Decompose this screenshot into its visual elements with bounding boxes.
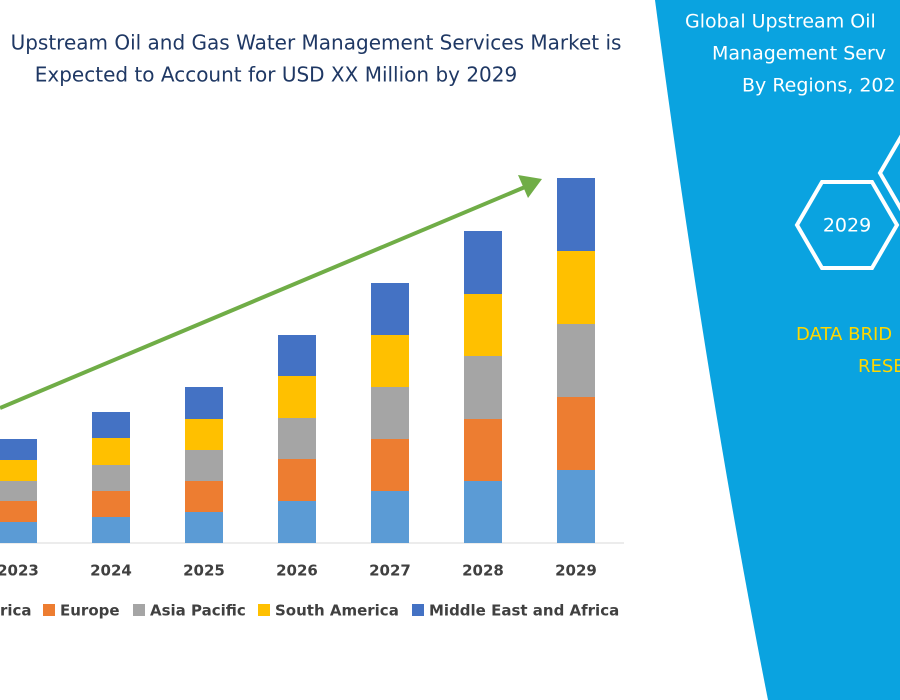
bar-segment bbox=[185, 481, 223, 512]
brand: RESE bbox=[858, 356, 900, 377]
brand: DATA BRID bbox=[796, 324, 892, 345]
legend-label: Middle East and Africa bbox=[429, 602, 619, 620]
panel-title: Management Serv bbox=[712, 43, 886, 65]
legend-swatch bbox=[258, 604, 270, 616]
bar-segment bbox=[92, 412, 130, 438]
bar-segment bbox=[371, 491, 409, 543]
legend-swatch bbox=[412, 604, 424, 616]
bar-segment bbox=[371, 283, 409, 335]
bar-segment bbox=[0, 481, 37, 501]
bar-segment bbox=[0, 460, 37, 481]
trend-arrow bbox=[0, 185, 526, 410]
bar-segment bbox=[185, 387, 223, 419]
chart-title: Expected to Account for USD XX Million b… bbox=[35, 63, 517, 87]
x-tick-label: 2029 bbox=[555, 562, 597, 580]
x-tick-label: 2024 bbox=[90, 562, 132, 580]
bar-segment bbox=[278, 501, 316, 543]
x-tick-label: 2025 bbox=[183, 562, 225, 580]
bar-segment bbox=[557, 470, 595, 543]
bar-segment bbox=[278, 335, 316, 376]
legend-label: Europe bbox=[60, 602, 120, 620]
bar-segment bbox=[0, 522, 37, 543]
bar-segment bbox=[557, 178, 595, 251]
x-tick-label: 2027 bbox=[369, 562, 411, 580]
legend-swatch bbox=[133, 604, 145, 616]
bar-segment bbox=[278, 418, 316, 459]
bar-segment bbox=[557, 324, 595, 397]
bar-segment bbox=[92, 491, 130, 517]
legend-label: rica bbox=[0, 602, 32, 620]
bar-segment bbox=[557, 397, 595, 470]
bar-segment bbox=[185, 419, 223, 450]
x-tick-label: 2026 bbox=[276, 562, 318, 580]
bar-segment bbox=[185, 512, 223, 543]
hexagon bbox=[877, 134, 900, 212]
bar-segment bbox=[371, 335, 409, 387]
bar-segment bbox=[278, 459, 316, 501]
legend-swatch bbox=[43, 604, 55, 616]
hexagon-label: 2029 bbox=[823, 215, 871, 237]
side-panel bbox=[655, 0, 900, 700]
panel-title: Global Upstream Oil bbox=[685, 11, 876, 33]
bar-segment bbox=[185, 450, 223, 481]
x-tick-label: 2028 bbox=[462, 562, 504, 580]
bar-segment bbox=[92, 465, 130, 491]
panel-title: By Regions, 202 bbox=[742, 75, 896, 97]
arrow-head bbox=[518, 175, 542, 198]
bar-segment bbox=[278, 376, 316, 418]
bar-segment bbox=[464, 356, 502, 419]
x-tick-label: 2023 bbox=[0, 562, 39, 580]
bar-segment bbox=[92, 517, 130, 543]
legend-label: Asia Pacific bbox=[150, 602, 246, 620]
bar-segment bbox=[557, 251, 595, 324]
legend-label: South America bbox=[275, 602, 399, 620]
bar-segment bbox=[0, 439, 37, 460]
bar-segment bbox=[0, 501, 37, 522]
bar-segment bbox=[464, 231, 502, 294]
bar-segment bbox=[371, 439, 409, 491]
bar-segment bbox=[464, 294, 502, 356]
bar-segment bbox=[92, 438, 130, 465]
bar-segment bbox=[464, 419, 502, 481]
bar-segment bbox=[371, 387, 409, 439]
bar-segment bbox=[464, 481, 502, 543]
chart-title: Upstream Oil and Gas Water Management Se… bbox=[11, 31, 622, 55]
hexagon bbox=[794, 180, 900, 270]
